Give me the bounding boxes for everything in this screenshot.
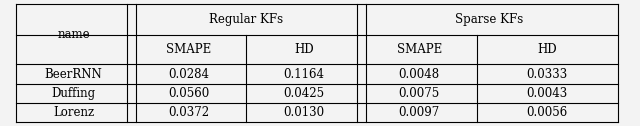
Text: 0.0284: 0.0284 (168, 68, 209, 81)
Text: SMAPE: SMAPE (397, 43, 442, 56)
Text: SMAPE: SMAPE (166, 43, 211, 56)
Text: 0.0425: 0.0425 (284, 87, 324, 100)
Text: name: name (58, 27, 90, 41)
Text: 0.0048: 0.0048 (399, 68, 440, 81)
Text: 0.0333: 0.0333 (527, 68, 568, 81)
Text: BeerRNN: BeerRNN (45, 68, 102, 81)
Text: 0.0372: 0.0372 (168, 106, 209, 119)
Text: 0.1164: 0.1164 (284, 68, 324, 81)
Text: Sparse KFs: Sparse KFs (456, 13, 524, 26)
Text: 0.0043: 0.0043 (527, 87, 568, 100)
Text: HD: HD (538, 43, 557, 56)
Text: HD: HD (294, 43, 314, 56)
Text: 0.0097: 0.0097 (399, 106, 440, 119)
Text: 0.0130: 0.0130 (284, 106, 324, 119)
Text: Lorenz: Lorenz (53, 106, 94, 119)
Text: Regular KFs: Regular KFs (209, 13, 284, 26)
Text: Duffing: Duffing (52, 87, 95, 100)
Text: 0.0560: 0.0560 (168, 87, 209, 100)
Text: 0.0075: 0.0075 (399, 87, 440, 100)
Text: 0.0056: 0.0056 (527, 106, 568, 119)
